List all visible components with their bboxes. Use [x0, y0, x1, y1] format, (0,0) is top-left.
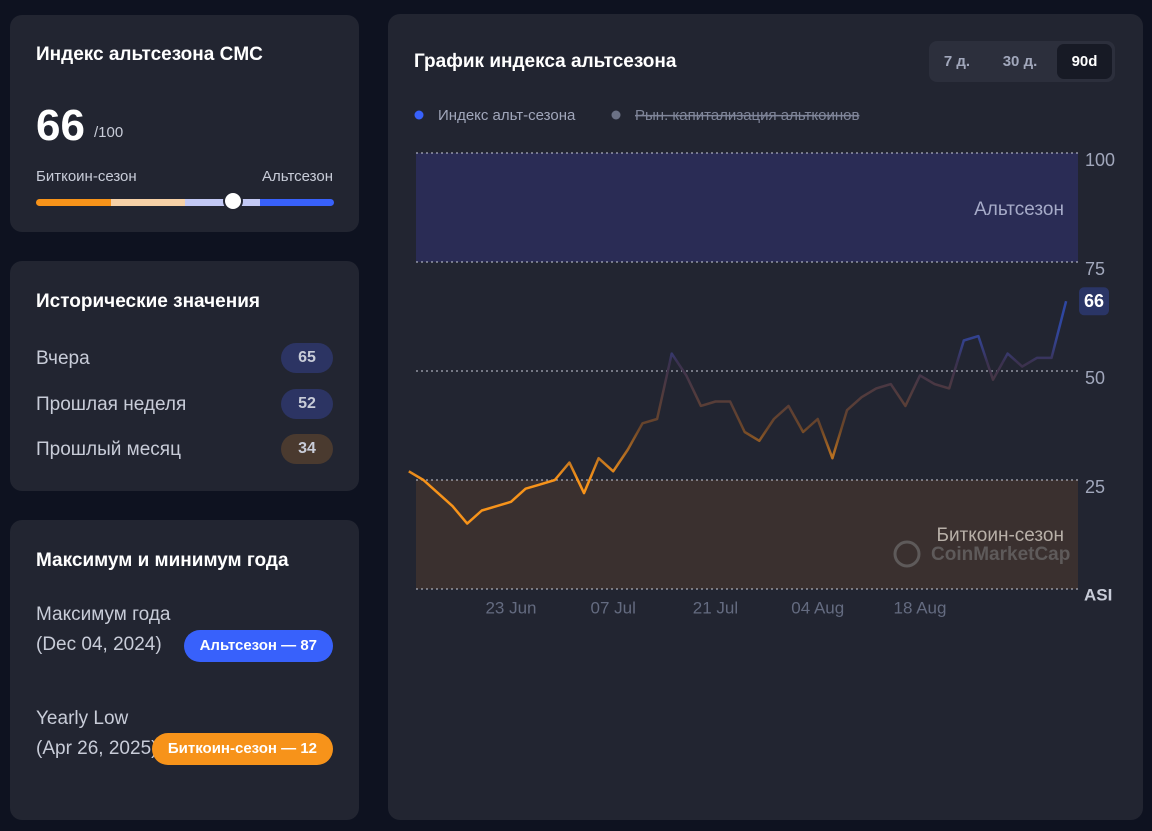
series-line: [408, 300, 1068, 525]
year-panel: Максимум и минимум года Максимум года (D…: [10, 520, 359, 820]
y-axis-label: ASI: [1084, 585, 1112, 604]
history-value: 34: [281, 434, 333, 464]
chart: График индекса альтсезона 7 д. 30 д. 90d Ин…: [408, 41, 1115, 617]
year-label-text: Yearly Low: [36, 708, 129, 729]
range-button[interactable]: 7 д.: [944, 53, 970, 70]
chart-title: График индекса альтсезона: [414, 51, 677, 72]
history-value: 65: [281, 343, 333, 373]
panel-title: Исторические значения: [36, 291, 260, 312]
year-badge: Биткоин-сезон — 12: [151, 733, 333, 765]
history-panel: Исторические значения Вчера 65 Прошлая н…: [10, 261, 359, 491]
season-bar: [36, 199, 334, 206]
chart-area: График индекса альтсезона 7 д. 30 д. 90d Ин…: [408, 41, 1115, 617]
y-tick-label: 25: [1085, 477, 1105, 497]
left-label: Биткоин-сезон: [36, 168, 137, 185]
range-button[interactable]: 90d: [1072, 53, 1098, 70]
legend-label[interactable]: Индекс альт-сезона: [438, 107, 576, 124]
panel-title: Индекс альтсезона CMC: [36, 44, 263, 65]
year-label: Максимум года (Dec 04, 2024): [36, 600, 186, 660]
legend-dot: [611, 110, 621, 120]
legend-dot: [414, 110, 424, 120]
year-label-text: Максимум года: [36, 604, 171, 625]
index-panel: Индекс альтсезона CMC 66 /100 Биткоин-се…: [10, 15, 359, 232]
season-band: [416, 480, 1078, 589]
y-tick-label: 100: [1085, 150, 1115, 170]
x-tick-label: 23 Jun: [485, 598, 536, 617]
chart-panel: График индекса альтсезона 7 д. 30 д. 90d Ин…: [388, 14, 1143, 820]
x-tick-label: 07 Jul: [591, 598, 636, 617]
history-label: Прошлая неделя: [36, 394, 187, 415]
index-max: /100: [94, 124, 124, 141]
year-badge: Альтсезон — 87: [183, 630, 333, 662]
history-value: 52: [281, 389, 333, 419]
x-tick-label: 18 Aug: [894, 598, 947, 617]
range-button[interactable]: 30 д.: [1003, 53, 1038, 70]
history-label: Прошлый месяц: [36, 439, 181, 460]
band-label: Биткоин-сезон: [936, 525, 1064, 546]
last-value-badge: [1079, 287, 1109, 316]
y-tick-label: 50: [1085, 368, 1105, 388]
last-value-label: 66: [1084, 291, 1104, 311]
index-value: 66: [36, 101, 85, 150]
x-tick-label: 04 Aug: [791, 598, 844, 617]
season-band: [416, 153, 1078, 262]
y-tick-label: 75: [1085, 259, 1105, 279]
history-label: Вчера: [36, 348, 90, 369]
panel-title: Максимум и минимум года: [36, 550, 289, 571]
legend-label[interactable]: Рын. капитализация альткоинов: [635, 107, 859, 124]
range-button-active: [1057, 44, 1112, 79]
band-label: Альтсезон: [974, 199, 1064, 220]
x-tick-label: 21 Jul: [693, 598, 738, 617]
watermark-logo: [893, 540, 921, 568]
watermark: CoinMarketCap: [931, 544, 1070, 565]
year-date: (Dec 04, 2024): [36, 634, 162, 655]
year-label: Yearly Low (Apr 26, 2025): [36, 704, 186, 764]
right-label: Альтсезон: [262, 168, 333, 185]
index-marker: [224, 193, 241, 209]
year-date: (Apr 26, 2025): [36, 738, 158, 759]
